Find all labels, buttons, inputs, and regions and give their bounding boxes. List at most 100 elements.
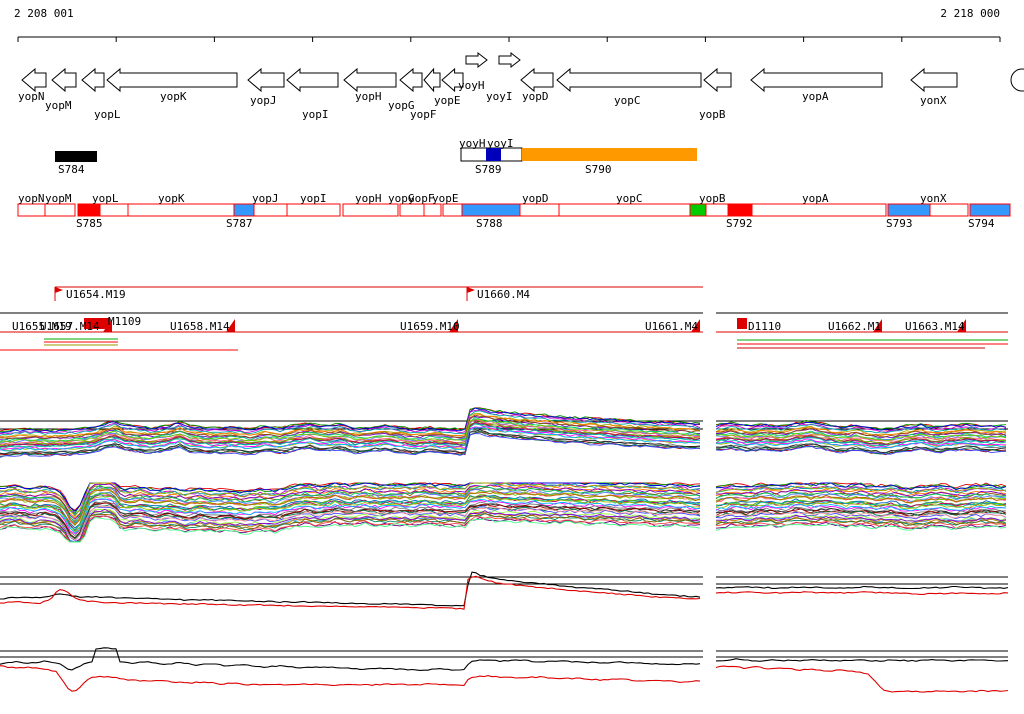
gene-arrow-yopD[interactable] (520, 67, 554, 93)
cds-box[interactable] (751, 203, 887, 217)
expression-line (715, 508, 1007, 517)
expression-line (715, 493, 1007, 502)
gene-arrow-yopC[interactable] (556, 67, 702, 93)
gene-arrow-yopA[interactable] (750, 67, 883, 93)
expression-line (0, 485, 701, 523)
expression-line (716, 488, 1007, 498)
segment-box-S792[interactable] (727, 203, 753, 217)
tu-end-flag[interactable] (449, 319, 458, 332)
expression-line (715, 482, 1007, 489)
expression-line (0, 414, 701, 439)
segment-box-S789[interactable] (486, 148, 501, 161)
tu-flag[interactable] (467, 287, 475, 293)
expression-line (715, 491, 1007, 500)
cds-box[interactable] (399, 203, 425, 217)
expression-line (715, 503, 1007, 512)
expression-line (0, 505, 701, 541)
gene-arrow-yopE[interactable] (441, 67, 464, 93)
expression-line (0, 498, 701, 534)
expression-line (0, 483, 701, 521)
profile-line (715, 665, 1009, 693)
cds-box[interactable] (286, 203, 341, 217)
segment-box-S784[interactable] (55, 151, 97, 162)
cds-box[interactable] (442, 203, 463, 217)
segment-box-S794[interactable] (969, 203, 1011, 217)
cds-box[interactable] (558, 203, 691, 217)
expression-line (715, 482, 1007, 491)
gene-circle-partial[interactable] (1010, 68, 1024, 92)
expression-line (715, 515, 1007, 524)
segment-box-S790[interactable] (522, 148, 697, 161)
cds-box[interactable] (342, 203, 399, 217)
segment-box-green[interactable] (689, 203, 707, 217)
expression-line (715, 423, 1007, 433)
expression-line (716, 514, 1007, 522)
cds-box[interactable] (423, 203, 442, 217)
expression-line (0, 482, 701, 518)
segment-box-S787[interactable] (233, 203, 255, 217)
gene-arrow-yopF[interactable] (423, 67, 441, 93)
expression-line (715, 485, 1007, 494)
segment-box-S793[interactable] (887, 203, 931, 217)
segment-box-S788[interactable] (461, 203, 521, 217)
cds-box[interactable] (519, 203, 560, 217)
expression-line (0, 498, 701, 535)
expression-line (716, 428, 1007, 439)
gene-arrow-yoyI[interactable] (498, 51, 521, 69)
expression-line (715, 485, 1007, 494)
expression-line (0, 427, 701, 452)
gene-arrow-yopK[interactable] (106, 67, 238, 93)
tu-box[interactable] (84, 318, 97, 329)
tu-end-flag[interactable] (691, 319, 700, 332)
cds-box[interactable] (44, 203, 76, 217)
gene-arrow-yonX[interactable] (910, 67, 958, 93)
expression-line (0, 482, 701, 512)
cds-box[interactable] (127, 203, 238, 217)
cds-box[interactable] (705, 203, 729, 217)
expression-line (0, 426, 701, 452)
cds-box[interactable] (929, 203, 969, 217)
gene-arrow-yopI[interactable] (286, 67, 339, 93)
segment-box-S785[interactable] (77, 203, 101, 217)
expression-line (715, 445, 1006, 455)
expression-line (715, 485, 1007, 494)
expression-line (0, 487, 701, 524)
gene-arrow-yopB[interactable] (703, 67, 732, 93)
cds-box[interactable] (17, 203, 46, 217)
expression-line (715, 428, 1007, 438)
tu-end-flag[interactable] (226, 319, 235, 332)
expression-line (0, 429, 701, 455)
expression-line (0, 419, 701, 443)
tu-box[interactable] (97, 318, 110, 329)
expression-line (0, 414, 701, 440)
expression-line (715, 431, 1007, 442)
tu-end-flag[interactable] (873, 319, 882, 332)
gene-arrow-yopM[interactable] (51, 67, 77, 93)
gene-arrow-yoyH[interactable] (465, 51, 488, 69)
expression-line (0, 513, 701, 543)
expression-line (0, 407, 701, 433)
expression-line (0, 410, 701, 436)
expression-line (715, 517, 1007, 527)
expression-line (715, 437, 1007, 447)
tu-end-flag[interactable] (957, 319, 966, 332)
profile-line (0, 575, 701, 610)
expression-line (0, 508, 701, 543)
expression-line (715, 434, 1007, 442)
expression-line (0, 426, 701, 451)
tu-flag[interactable] (55, 287, 63, 293)
expression-line (0, 482, 701, 516)
gene-arrow-yopG[interactable] (399, 67, 423, 93)
gene-arrow-yopN[interactable] (21, 67, 47, 93)
gene-arrow-yopJ[interactable] (247, 67, 285, 93)
gene-arrow-yopL[interactable] (81, 67, 105, 93)
profile-line (0, 647, 701, 671)
expression-line (0, 517, 701, 543)
tu-box[interactable] (737, 318, 747, 329)
expression-line (0, 495, 701, 533)
profile-line (0, 665, 701, 692)
expression-line (0, 508, 701, 543)
gene-arrow-yopH[interactable] (343, 67, 397, 93)
expression-line (715, 518, 1007, 526)
